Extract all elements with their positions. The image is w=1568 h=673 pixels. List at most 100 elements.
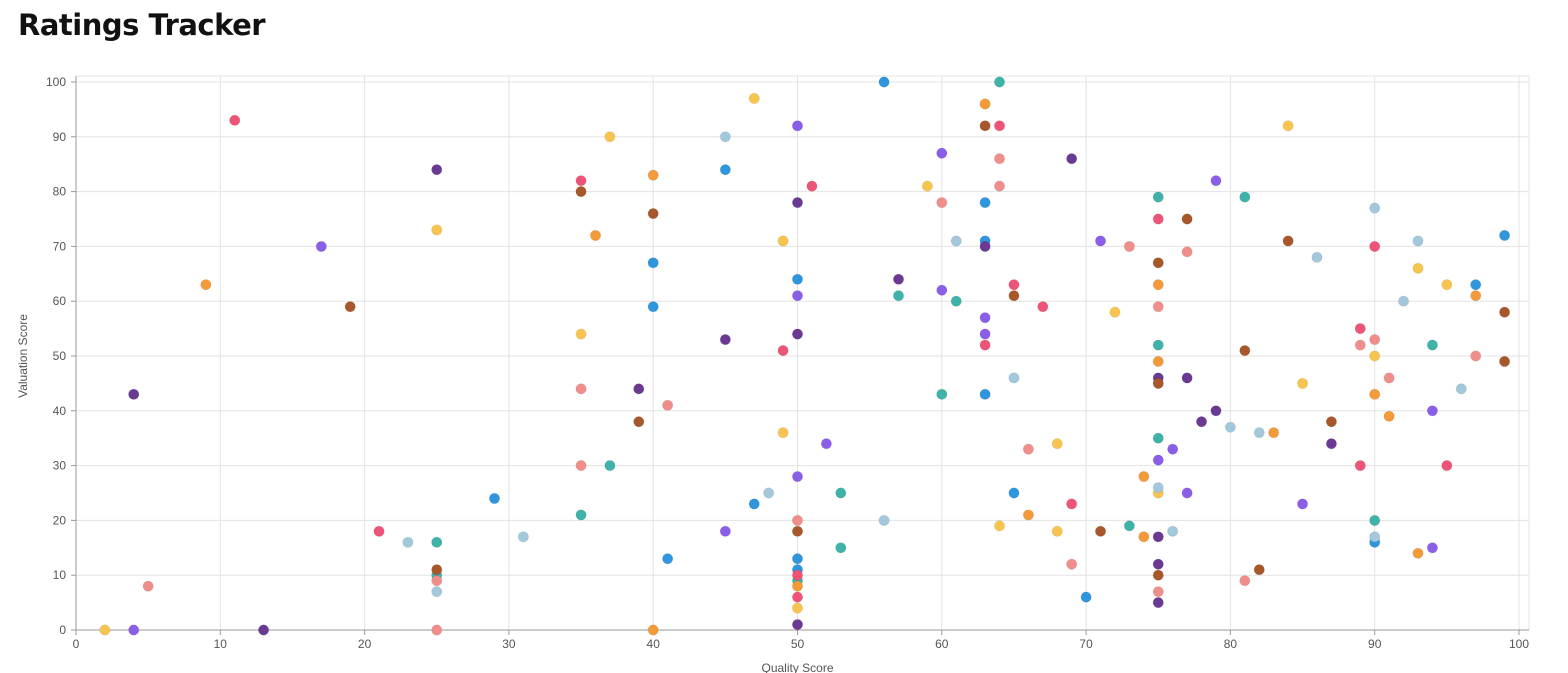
data-point [878,514,890,527]
data-point [1412,262,1424,275]
y-tick-label: 60 [53,294,67,308]
data-point [402,536,414,549]
data-point [1008,487,1020,499]
data-point [1354,459,1366,472]
data-point [1152,531,1164,543]
data-point [431,624,443,636]
data-point [748,92,760,105]
data-point [762,487,775,499]
data-point [431,564,443,576]
y-axis-title: Valuation Score [16,314,30,398]
data-point [979,388,991,401]
data-point [979,196,991,209]
y-tick-label: 30 [53,459,67,473]
data-point [1152,279,1164,291]
data-point [791,580,804,592]
data-point [1239,574,1251,587]
data-point [1138,531,1150,543]
data-point [589,229,602,242]
data-point [1181,372,1193,384]
data-point [791,196,804,209]
data-point [979,311,991,324]
data-point [1441,279,1453,291]
page-title: Ratings Tracker [18,8,266,42]
data-point [1239,344,1251,357]
data-point [1152,257,1164,269]
data-point [1383,410,1395,422]
data-point [1152,191,1164,203]
data-point [1311,251,1323,264]
data-point [1008,290,1020,302]
data-point [791,514,804,527]
data-point [1094,525,1107,538]
data-point [647,207,659,220]
x-tick-label: 0 [73,637,80,651]
data-point [1210,174,1222,187]
data-point [1065,498,1078,510]
data-point [1369,240,1381,253]
data-point [647,300,659,313]
y-tick-label: 70 [53,239,67,253]
data-point [1369,531,1381,543]
data-point [1123,240,1136,253]
data-point [1296,498,1309,510]
data-point [1138,470,1150,483]
data-point [1008,372,1020,384]
data-point [1181,246,1193,258]
data-point [1051,525,1063,538]
y-tick-label: 10 [53,568,67,582]
data-point [892,273,905,285]
data-point [791,602,804,614]
data-point [1470,350,1482,362]
data-point [1022,509,1035,521]
data-point [719,131,732,143]
data-point [979,240,991,253]
data-point [1152,300,1164,313]
data-point [950,235,962,247]
data-point [575,174,587,187]
data-point [1498,229,1511,242]
data-point [575,459,587,472]
data-point [431,574,443,587]
data-point [719,163,732,176]
data-point [1008,279,1020,291]
data-point [878,76,890,88]
y-axis-ticks: 0 10 20 30 40 50 60 70 80 90 100 [46,75,76,637]
data-point [1123,520,1136,532]
data-point [1426,339,1439,351]
y-tick-label: 20 [53,513,67,527]
x-tick-label: 20 [358,637,372,651]
data-point [1181,213,1193,225]
data-point [936,388,948,401]
data-point [1267,427,1280,439]
data-point [1296,377,1309,390]
data-point [1412,235,1424,247]
data-point [575,185,587,198]
data-point [993,153,1006,165]
data-point [431,536,443,549]
data-point [835,487,847,499]
data-point [575,328,587,340]
data-point [661,553,674,565]
data-point [993,520,1006,532]
x-axis-ticks: 0 10 20 30 40 50 60 70 80 90 100 [73,630,1529,651]
data-point [1369,202,1381,214]
data-point [1426,405,1439,417]
data-point [748,498,760,510]
y-tick-label: 0 [59,623,66,637]
data-point [1253,564,1265,576]
data-point [99,624,111,636]
data-point [128,388,140,401]
data-point [1383,372,1395,384]
axes [75,76,1529,631]
data-point [791,290,804,302]
data-point [936,147,948,159]
data-point [791,618,804,631]
data-point [517,531,530,543]
data-point [777,344,789,357]
data-point [1369,350,1381,362]
data-point [1094,235,1107,247]
data-point [1152,377,1164,390]
data-point [575,509,587,521]
